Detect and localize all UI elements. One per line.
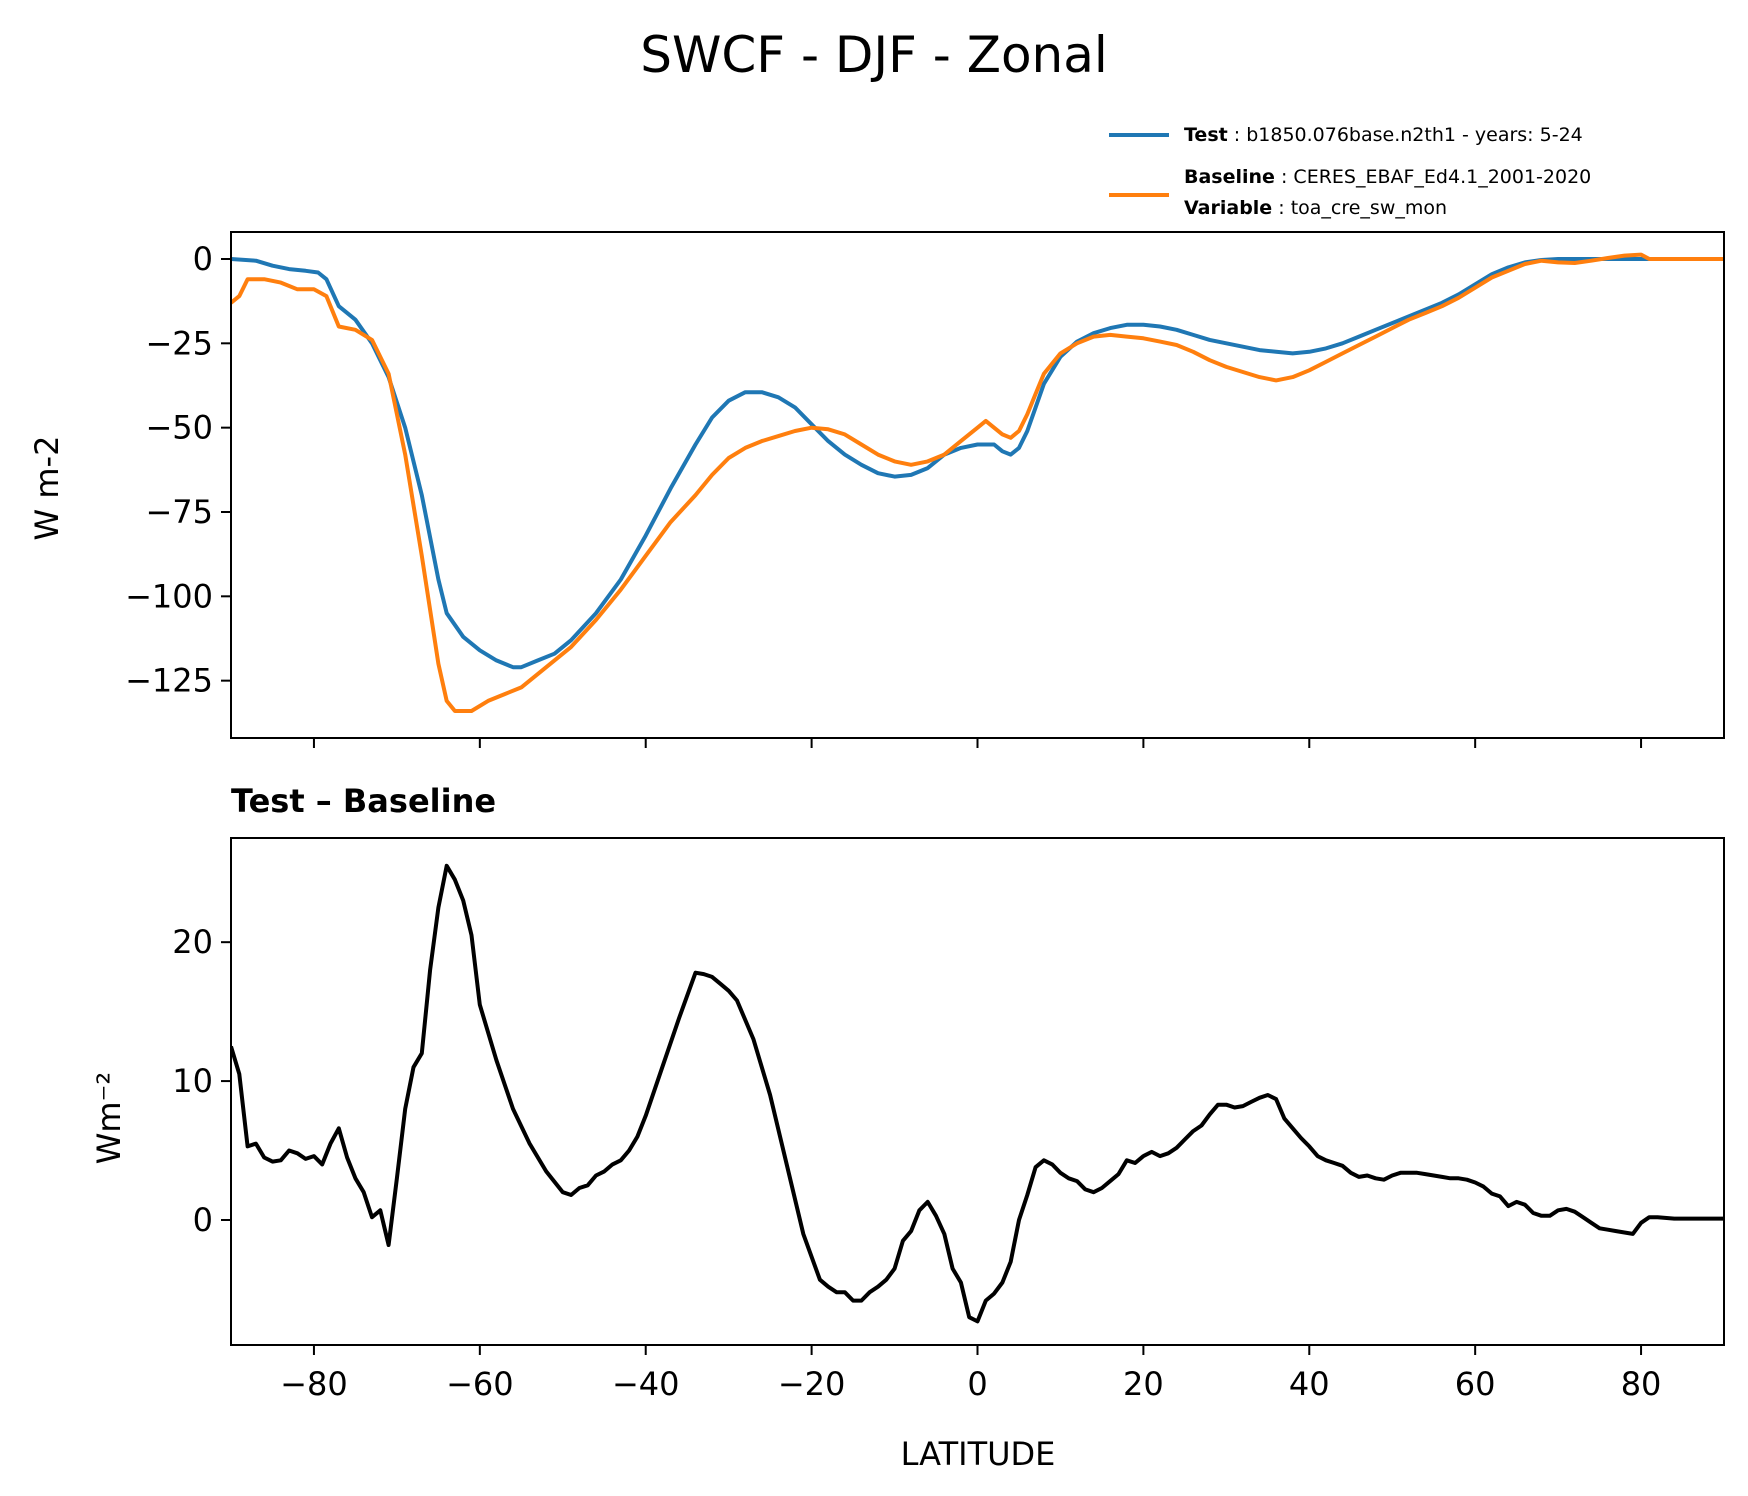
top-ytick-label: −25	[145, 324, 213, 362]
legend-variable-sep: :	[1272, 197, 1290, 219]
legend-variable-key: Variable	[1184, 197, 1272, 219]
bottom-xtick-label: 20	[1123, 1365, 1164, 1403]
bottom-xtick-label: −80	[280, 1365, 348, 1403]
top-ytick-label: −100	[125, 577, 213, 615]
bottom-series-group	[231, 863, 1724, 1324]
legend-variable-entry: Variable : toa_cre_sw_mon	[1184, 197, 1447, 219]
bottom-xtick-label: 40	[1289, 1365, 1330, 1403]
legend-baseline-sep: :	[1275, 166, 1293, 188]
top-series-group	[231, 252, 1724, 713]
legend-baseline-value: CERES_EBAF_Ed4.1_2001-2020	[1293, 166, 1591, 188]
bottom-ytick-label: 0	[193, 1201, 213, 1239]
bottom-xtick-label: −60	[446, 1365, 514, 1403]
top-panel: W m-2 0 −25 −50 −75 −100 −125	[28, 231, 1725, 748]
bottom-xtick-label: 0	[967, 1365, 987, 1403]
bottom-ytick-label: 20	[172, 923, 213, 961]
top-ylabel: W m-2	[28, 436, 66, 541]
top-ytick-label: 0	[193, 240, 213, 278]
legend-test-entry: Test : b1850.076base.n2th1 - years: 5-24	[1184, 124, 1583, 146]
legend-variable-value: toa_cre_sw_mon	[1291, 197, 1447, 219]
top-series-test-line	[231, 257, 1724, 670]
legend: Test : b1850.076base.n2th1 - years: 5-24…	[1109, 124, 1591, 219]
legend-baseline-key: Baseline	[1184, 166, 1275, 188]
top-series-baseline-line	[231, 252, 1724, 713]
bottom-panel-title: Test – Baseline	[231, 782, 496, 820]
legend-test-value: b1850.076base.n2th1 - years: 5-24	[1246, 124, 1583, 146]
bottom-ytick-label: 10	[172, 1062, 213, 1100]
legend-test-sep: :	[1228, 124, 1246, 146]
bottom-xtick-label: 80	[1621, 1365, 1662, 1403]
top-ytick-label: −75	[145, 493, 213, 531]
bottom-xtick-label: 60	[1455, 1365, 1496, 1403]
figure-title: SWCF - DJF - Zonal	[640, 26, 1108, 84]
top-ytick-label: −50	[145, 409, 213, 447]
bottom-series-test-baseline-line	[231, 863, 1724, 1324]
bottom-panel: Test – Baseline Wm⁻² LATITUDE 20 10 0 −80 −6…	[90, 782, 1725, 1473]
bottom-ylabel: Wm⁻²	[90, 1072, 128, 1165]
bottom-xtick-label: −20	[778, 1365, 846, 1403]
bottom-xlabel: LATITUDE	[901, 1435, 1056, 1473]
top-ytick-label: −125	[125, 662, 213, 700]
legend-baseline-entry: Baseline : CERES_EBAF_Ed4.1_2001-2020	[1184, 166, 1591, 188]
bottom-xtick-label: −40	[612, 1365, 680, 1403]
legend-test-key: Test	[1184, 124, 1228, 146]
